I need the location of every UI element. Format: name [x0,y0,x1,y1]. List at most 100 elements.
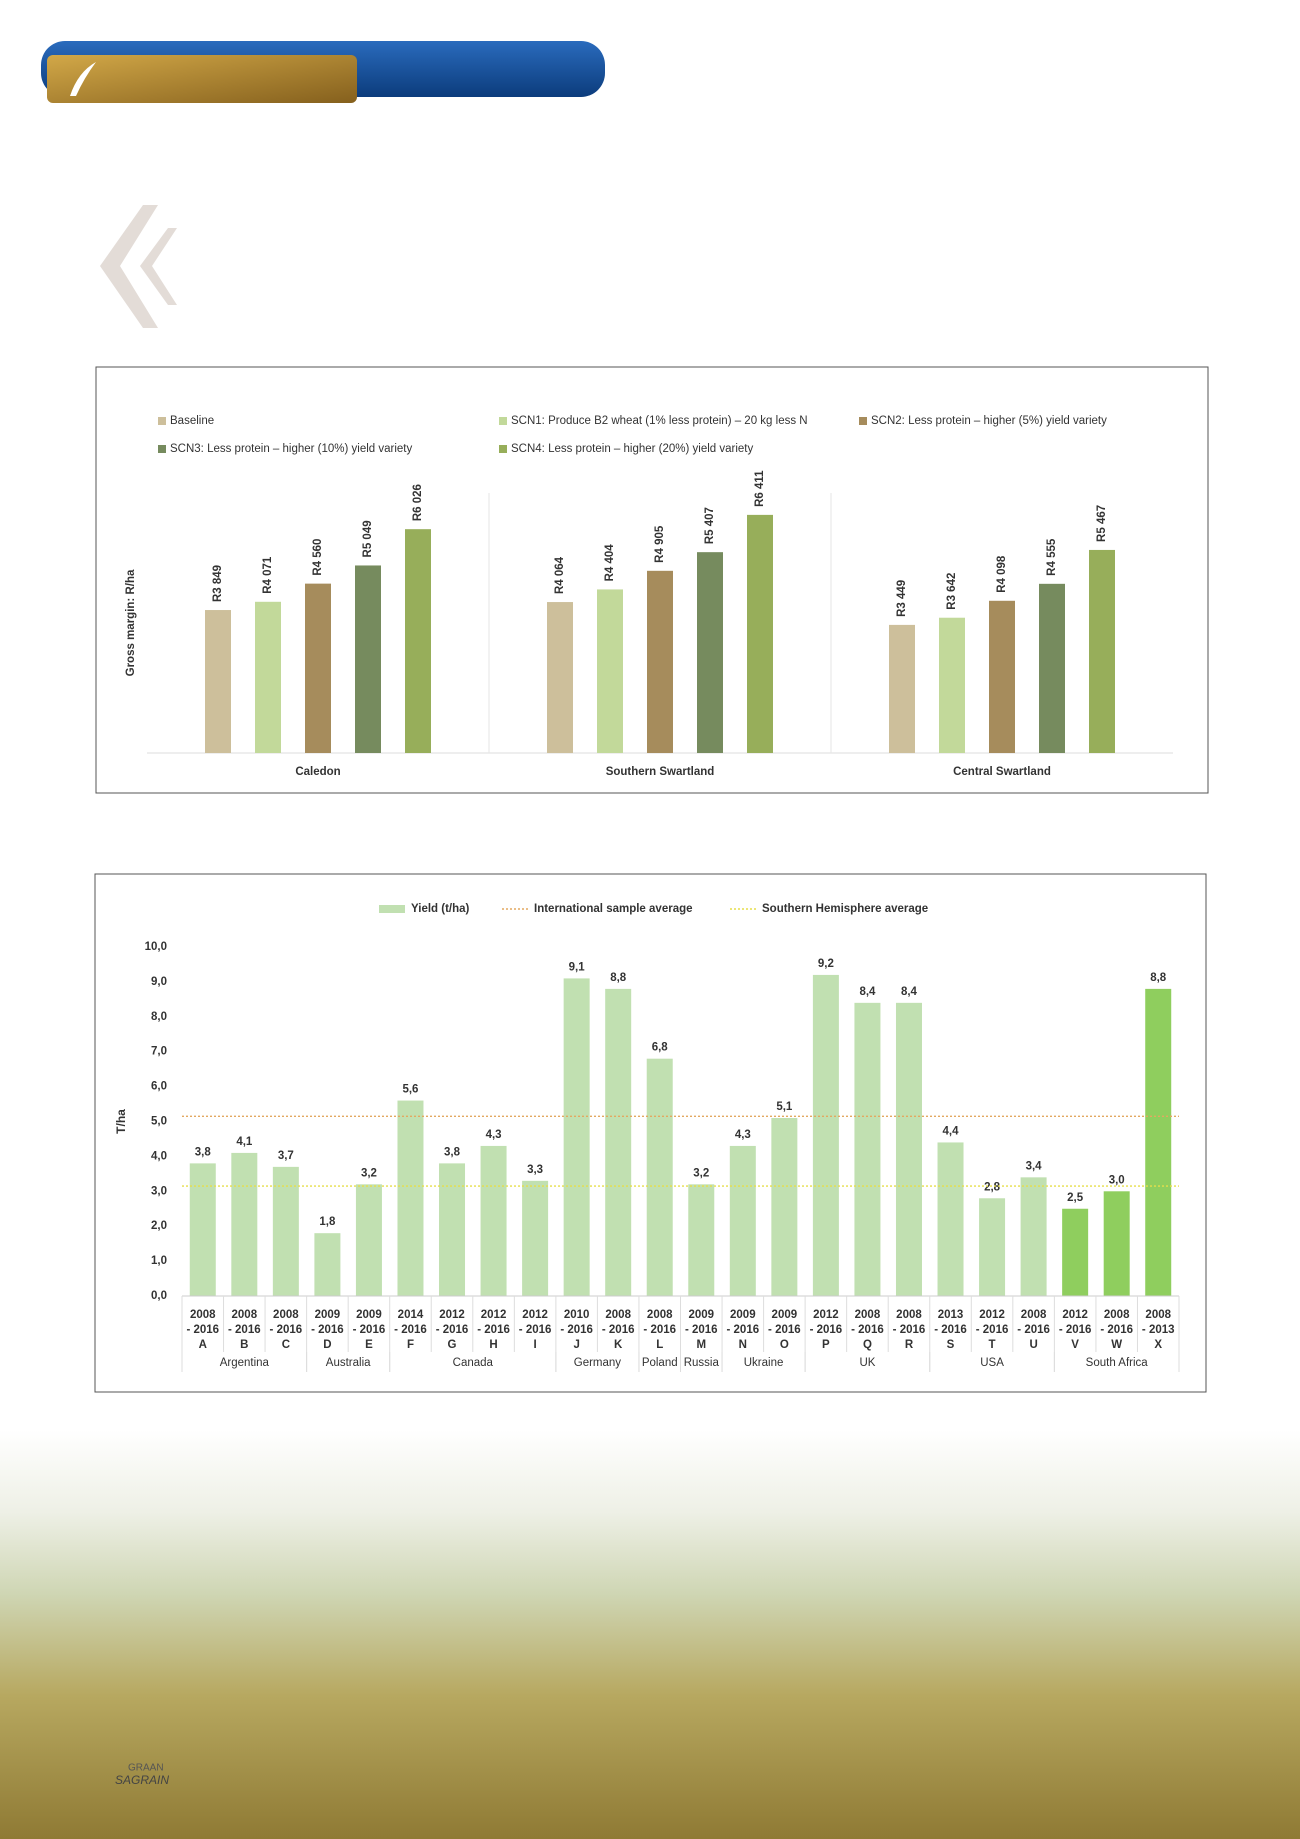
banner-icon [70,62,96,96]
x-tick-label: Southern Swartland [606,766,715,778]
y-tick-label: 5,0 [151,1116,167,1128]
period-start: 2012 [979,1309,1005,1321]
value-label: R3 449 [896,580,908,617]
period-end: - 2016 [685,1324,718,1336]
value-label: 5,1 [776,1101,793,1113]
bar [989,600,1015,753]
quote-chevron [140,228,177,305]
legend-label: SCN3: Less protein – higher (10%) yield … [170,443,413,455]
x-tick-label: T [989,1339,996,1351]
group-label: Germany [574,1357,622,1369]
y-tick-label: 0,0 [151,1290,167,1302]
period-end: - 2016 [228,1324,261,1336]
period-start: 2009 [688,1309,714,1321]
group-label: Russia [684,1357,720,1369]
bar [189,1163,216,1296]
period-end: - 2016 [768,1324,801,1336]
x-tick-label: F [407,1339,414,1351]
x-tick-label: N [739,1339,747,1351]
value-label: 2,5 [1067,1192,1084,1204]
group-label: USA [980,1357,1004,1369]
value-label: 3,2 [361,1167,377,1179]
group-label: Argentina [220,1357,270,1369]
period-end: - 2016 [727,1324,760,1336]
group-label: South Africa [1086,1357,1149,1369]
period-start: 2008 [855,1309,881,1321]
value-label: 3,7 [278,1150,294,1162]
quote-mark [100,205,177,328]
period-end: - 2016 [477,1324,510,1336]
x-tick-label: C [282,1339,290,1351]
value-label: R4 098 [996,555,1008,593]
x-tick-label: K [614,1339,623,1351]
x-tick-label: Central Swartland [953,766,1051,778]
value-label: R3 642 [946,573,958,610]
bar [480,1145,507,1296]
x-tick-label: Q [863,1339,872,1351]
period-end: - 2016 [934,1324,967,1336]
period-end: - 2016 [353,1324,386,1336]
period-start: 2012 [439,1309,465,1321]
period-end: - 2016 [519,1324,552,1336]
period-end: - 2016 [1059,1324,1092,1336]
period-end: - 2016 [976,1324,1009,1336]
legend-label: Southern Hemisphere average [762,903,928,915]
bar [597,589,623,753]
legend-label: SCN1: Produce B2 wheat (1% less protein)… [511,415,808,427]
value-label: 4,4 [943,1125,960,1137]
period-start: 2008 [1021,1309,1047,1321]
period-start: 2012 [813,1309,839,1321]
group-label: Ukraine [744,1357,784,1369]
bar [547,602,573,753]
legend-swatch [158,417,166,425]
value-label: 9,2 [818,958,834,970]
period-end: - 2016 [394,1324,427,1336]
logo-top: GRAAN [128,1763,164,1774]
bar [305,583,331,753]
x-tick-label: X [1154,1339,1162,1351]
period-start: 2009 [315,1309,341,1321]
bar [355,1184,382,1296]
period-end: - 2016 [560,1324,593,1336]
value-label: 6,8 [652,1042,669,1054]
value-label: 8,8 [1150,972,1167,984]
bar [605,988,632,1296]
legend-swatch [499,417,507,425]
bar [646,1058,673,1296]
period-end: - 2016 [186,1324,219,1336]
bar [647,570,673,753]
value-label: R4 404 [604,544,616,582]
bar [355,565,381,753]
x-tick-label: A [199,1339,207,1351]
value-label: R4 064 [554,556,566,594]
y-axis-label: Gross margin: R/ha [125,569,137,676]
value-label: 8,8 [610,972,627,984]
value-label: 2,8 [984,1181,1001,1193]
x-tick-label: B [240,1339,248,1351]
bar [889,624,915,753]
period-end: - 2016 [1017,1324,1050,1336]
period-start: 2008 [647,1309,673,1321]
x-tick-label: P [822,1339,830,1351]
period-start: 2008 [605,1309,631,1321]
value-label: R4 071 [262,556,274,594]
y-tick-label: 10,0 [145,941,167,953]
value-label: R6 026 [412,484,424,521]
period-start: 2012 [481,1309,507,1321]
value-label: R4 905 [654,525,666,563]
logo-bottom: SAGRAIN [115,1773,169,1787]
x-tick-label: G [448,1339,457,1351]
value-label: 8,4 [901,986,918,998]
legend-swatch [859,417,867,425]
x-tick-label: J [573,1339,579,1351]
y-tick-label: 8,0 [151,1011,167,1023]
bar [747,514,773,753]
x-tick-label: L [656,1339,663,1351]
bar [205,610,231,753]
value-label: R3 849 [212,565,224,602]
y-tick-label: 2,0 [151,1220,167,1232]
legend-label: International sample average [534,903,693,915]
value-label: R4 555 [1046,538,1058,576]
x-tick-label: Caledon [295,766,340,778]
